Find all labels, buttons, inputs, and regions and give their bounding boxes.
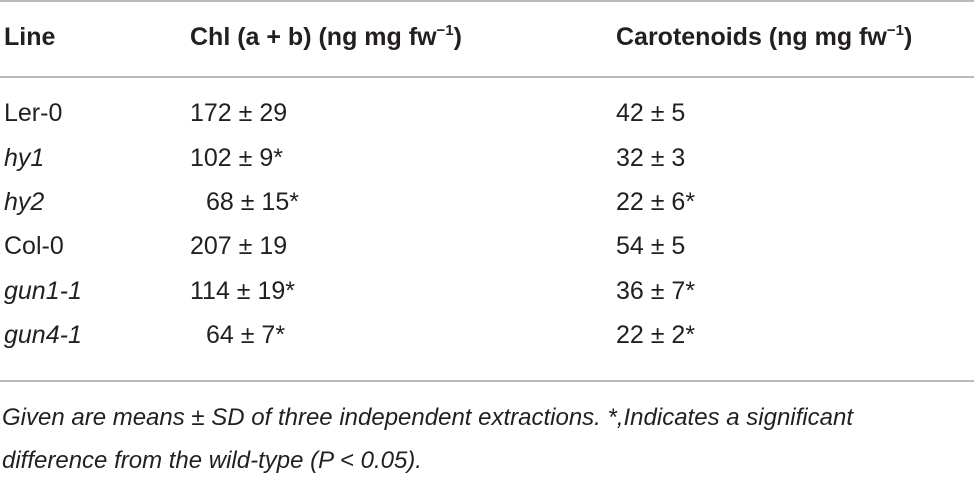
cell-carotenoids: 36 ± 7* — [616, 277, 696, 305]
cell-line: Col-0 — [4, 232, 64, 260]
cell-carotenoids: 54 ± 5 — [616, 232, 686, 260]
bottom-rule — [0, 380, 974, 382]
header-carotenoids: Carotenoids (ng mg fw−1) — [616, 22, 912, 52]
cell-carotenoids: 22 ± 2* — [616, 321, 696, 349]
header-line: Line — [4, 23, 56, 51]
cell-chl: 64 ± 7* — [206, 321, 286, 349]
header-chl: Chl (a + b) (ng mg fw−1) — [190, 22, 462, 52]
cell-chl: 114 ± 19* — [190, 277, 296, 305]
header-car-label: Carotenoids (ng mg fw — [616, 23, 887, 51]
cell-line: hy2 — [4, 188, 45, 216]
cell-line: gun4-1 — [4, 321, 82, 349]
header-car-close: ) — [903, 23, 913, 51]
header-chl-close: ) — [453, 23, 462, 51]
header-car-exponent: −1 — [886, 22, 904, 39]
cell-line: gun1-1 — [4, 277, 82, 305]
cell-carotenoids: 42 ± 5 — [616, 99, 686, 127]
footnote-line-1: Given are means ± SD of three independen… — [2, 404, 853, 431]
footnote-line-2: difference from the wild-type (P < 0.05)… — [2, 447, 422, 474]
header-chl-label: Chl (a + b) (ng mg fw — [190, 23, 437, 51]
top-rule — [0, 0, 974, 2]
header-rule — [0, 76, 974, 78]
cell-chl: 68 ± 15* — [206, 188, 299, 216]
cell-carotenoids: 32 ± 3 — [616, 144, 686, 172]
cell-chl: 172 ± 29 — [190, 99, 288, 127]
cell-chl: 207 ± 19 — [190, 232, 288, 260]
header-chl-exponent: −1 — [436, 22, 454, 39]
cell-chl: 102 ± 9* — [190, 144, 283, 172]
cell-carotenoids: 22 ± 6* — [616, 188, 696, 216]
cell-line: Ler-0 — [4, 99, 63, 127]
cell-line: hy1 — [4, 144, 45, 172]
